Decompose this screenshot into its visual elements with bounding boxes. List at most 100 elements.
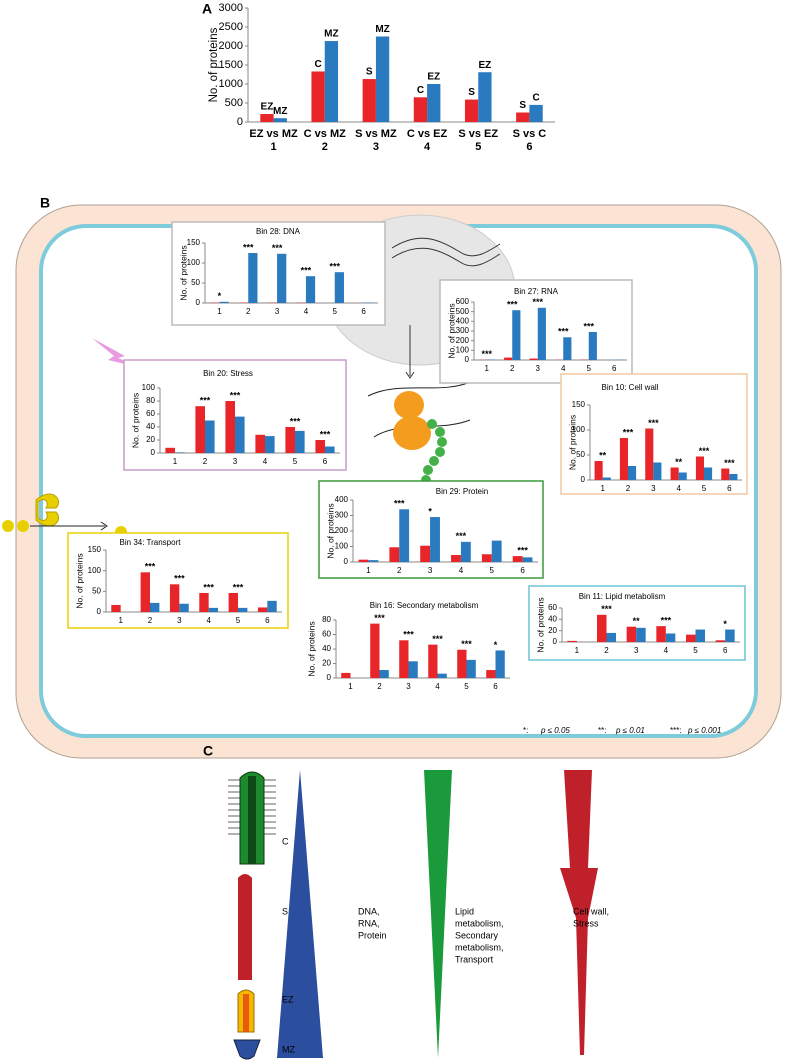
x-tick-label: 3 [428, 566, 433, 575]
bar [704, 467, 713, 480]
y-tick-label: 100 [187, 258, 201, 267]
bar [653, 462, 662, 480]
bar [305, 276, 316, 303]
bar [516, 112, 530, 122]
y-tick-label: 50 [576, 450, 585, 459]
y-tick-label: 500 [456, 307, 470, 316]
x-tick-label: 3 [177, 616, 182, 625]
bar [238, 607, 248, 612]
significance: *** [461, 639, 472, 649]
x-tick-label: C vs EZ [407, 128, 448, 140]
bar [179, 603, 189, 612]
y-tick-label: 40 [146, 422, 155, 431]
y-axis-label: No. of proteins [208, 27, 220, 102]
zone-label: MZ [282, 1044, 295, 1054]
bar [111, 604, 121, 612]
bar [481, 554, 492, 562]
significance: *** [724, 458, 735, 468]
bar [656, 626, 666, 642]
y-tick-label: 50 [92, 586, 101, 595]
y-tick-label: 300 [456, 326, 470, 335]
significance: * [428, 506, 432, 516]
significance: *** [272, 243, 283, 253]
y-tick-label: 20 [548, 626, 557, 635]
bar [324, 41, 339, 123]
gradient-wedge [424, 770, 452, 1058]
x-tick-label: 1 [600, 484, 605, 493]
significance: * [723, 619, 727, 629]
root-zone-s [238, 874, 252, 980]
x-tick-label: 3 [651, 484, 656, 493]
x-tick-label: S vs EZ [458, 128, 498, 140]
significance: *** [329, 262, 340, 272]
x-tick-label: 2 [604, 646, 609, 655]
legend-text: p ≤ 0.01 [615, 726, 645, 735]
significance: *** [481, 349, 492, 359]
significance: *** [661, 616, 672, 626]
bar [626, 626, 637, 642]
x-tick-label: 5 [464, 682, 469, 691]
y-tick-label: 150 [572, 400, 586, 409]
root-zone-mz [233, 1039, 261, 1060]
bar [228, 592, 238, 612]
x-tick-label: 1 [348, 682, 353, 691]
bar [522, 557, 533, 562]
x-tick-label: 6 [727, 484, 732, 493]
y-tick-label: 0 [344, 557, 349, 566]
bar [420, 545, 431, 562]
y-tick-label: 60 [548, 603, 557, 612]
zone-label: C [282, 836, 289, 846]
bar [636, 627, 646, 642]
y-tick-label: 200 [456, 336, 470, 345]
zone-label: S [282, 906, 288, 916]
chart-title: Bin 16: Secondary metabolism [370, 601, 479, 610]
significance: *** [301, 266, 312, 276]
bar [169, 584, 180, 612]
y-axis-label: No. of proteins [74, 553, 84, 608]
x-tick-label: 5 [702, 484, 707, 493]
y-tick-label: 400 [456, 316, 470, 325]
y-tick-label: 20 [322, 659, 331, 668]
bar [491, 540, 502, 562]
y-axis-label: No. of proteins [325, 503, 335, 558]
legend-stars: ***: [670, 726, 682, 735]
x-tick-id: 5 [475, 141, 481, 153]
bar-label: MZ [375, 24, 389, 35]
y-tick-label: 0 [553, 637, 558, 646]
bar [255, 434, 265, 453]
x-tick-label: 2 [397, 566, 402, 575]
gradient-label: Cell wall, [573, 906, 609, 916]
legend-stars: *: [523, 726, 528, 735]
y-tick-label: 20 [146, 435, 155, 444]
x-tick-label: 6 [265, 616, 270, 625]
x-tick-label: 6 [723, 646, 728, 655]
x-tick-label: 5 [490, 566, 495, 575]
bar [408, 661, 418, 678]
bar [594, 461, 603, 480]
chart-title: Bin 28: DNA [256, 227, 301, 236]
bar-label: C [417, 85, 424, 96]
bar [695, 456, 704, 480]
x-tick-label: 1 [366, 566, 371, 575]
significance: *** [320, 429, 331, 439]
bar [225, 401, 235, 453]
significance: *** [648, 418, 659, 428]
y-tick-label: 60 [322, 630, 331, 639]
significance: *** [394, 499, 405, 509]
x-tick-label: 2 [246, 307, 251, 316]
x-tick-label: 3 [634, 646, 639, 655]
x-tick-label: 2 [203, 457, 208, 466]
legend-text: p ≤ 0.05 [540, 726, 570, 735]
legend-text: p ≤ 0.001 [687, 726, 721, 735]
significance: ** [675, 457, 683, 467]
y-tick-label: 2500 [219, 21, 243, 33]
bar [370, 623, 380, 678]
y-tick-label: 80 [322, 615, 331, 624]
y-tick-label: 0 [465, 355, 470, 364]
bar [430, 517, 440, 562]
x-tick-label: 3 [536, 364, 541, 373]
bar-label: S [468, 87, 475, 98]
y-tick-label: 40 [322, 644, 331, 653]
bar [495, 650, 505, 678]
significance: ** [633, 616, 641, 626]
